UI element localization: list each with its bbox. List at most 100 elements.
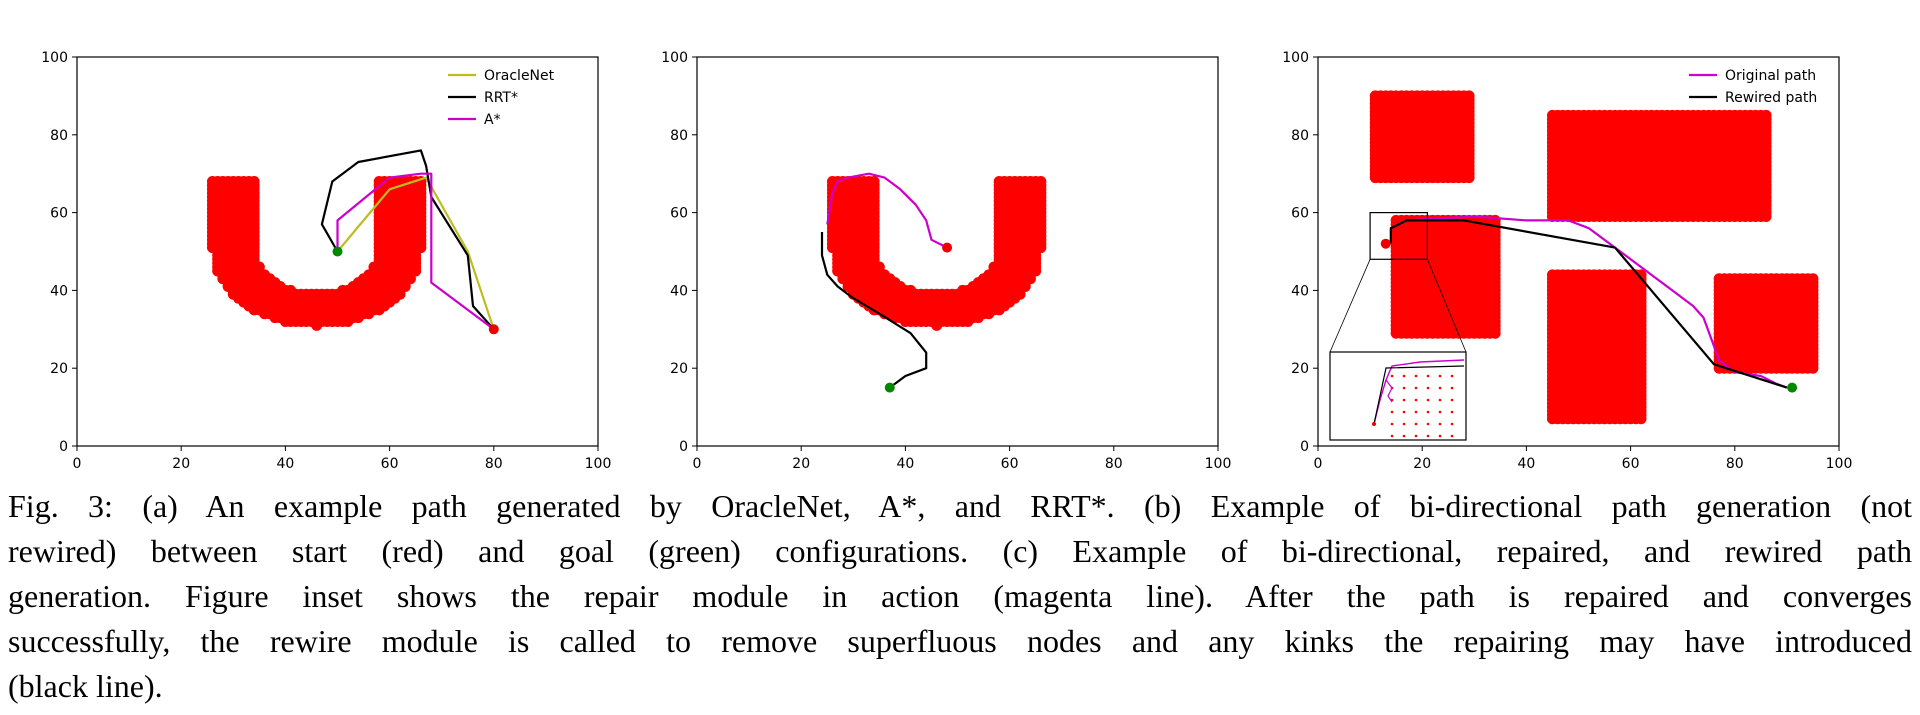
obstacle-u-shape xyxy=(206,175,427,331)
axes-frame xyxy=(696,56,1219,447)
zoom-region xyxy=(1369,212,1429,260)
inset-obstacle-point xyxy=(1450,434,1454,438)
x-tick-label: 80 xyxy=(1105,456,1123,472)
inset-obstacle-point xyxy=(1414,386,1418,390)
caption-line: generation. Figure inset shows the repai… xyxy=(8,578,1912,614)
x-tick-label: 40 xyxy=(276,456,294,472)
series-line xyxy=(320,149,495,331)
inset-obstacle-point xyxy=(1414,374,1418,378)
inset-obstacle-point xyxy=(1414,434,1418,438)
y-tick-label: 80 xyxy=(1291,128,1309,144)
inset-obstacle-point xyxy=(1402,374,1406,378)
y-tick-label: 60 xyxy=(670,206,688,222)
inset-obstacle-point xyxy=(1414,422,1418,426)
x-tick-label: 20 xyxy=(1413,456,1431,472)
inset-obstacle-point xyxy=(1402,422,1406,426)
inset-obstacle-point xyxy=(1450,374,1454,378)
y-tick-label: 0 xyxy=(1300,439,1309,455)
x-tick-label: 0 xyxy=(1314,456,1323,472)
figure-caption: Fig. 3: (a) An example path generated by… xyxy=(8,484,1912,709)
start-marker xyxy=(1380,238,1391,249)
inset-obstacle-point xyxy=(1450,398,1454,402)
caption-line: Fig. 3: (a) An example path generated by… xyxy=(8,488,1912,524)
y-tick-label: 40 xyxy=(1291,283,1309,299)
legend-entry: Rewired path xyxy=(1725,90,1817,106)
inset-obstacle-point xyxy=(1450,386,1454,390)
x-tick-label: 100 xyxy=(1205,456,1232,472)
obstacle-block xyxy=(1713,273,1819,374)
x-tick-label: 40 xyxy=(896,456,914,472)
inset-obstacle-point xyxy=(1402,410,1406,414)
inset-rewired-path xyxy=(1373,365,1465,425)
y-tick-label: 20 xyxy=(670,361,688,377)
inset-obstacle-point xyxy=(1402,386,1406,390)
inset-obstacle-point xyxy=(1426,410,1430,414)
zoom-connector xyxy=(1427,259,1467,353)
y-tick-label: 100 xyxy=(41,50,68,66)
x-tick-label: 0 xyxy=(73,456,82,472)
obstacle-block xyxy=(1390,214,1501,339)
y-tick-label: 100 xyxy=(1282,50,1309,66)
obstacle-point xyxy=(248,175,260,187)
inset-obstacle-point xyxy=(1426,386,1430,390)
inset-obstacle-point xyxy=(1390,434,1394,438)
y-tick-label: 40 xyxy=(670,283,688,299)
inset-obstacle-point xyxy=(1414,410,1418,414)
inset-repair-branch xyxy=(1385,379,1393,403)
goal-marker xyxy=(332,246,343,257)
inset-start-marker xyxy=(1372,422,1376,426)
x-tick-label: 80 xyxy=(1726,456,1744,472)
inset-zoom xyxy=(1329,351,1467,441)
inset-obstacle-point xyxy=(1450,410,1454,414)
y-tick-label: 100 xyxy=(661,50,688,66)
inset-obstacle-point xyxy=(1402,434,1406,438)
caption-line: successfully, the rewire module is calle… xyxy=(8,623,1912,659)
inset-obstacle-point xyxy=(1426,398,1430,402)
inset-obstacle-point xyxy=(1438,422,1442,426)
obstacle-block xyxy=(1546,109,1772,222)
x-tick-label: 60 xyxy=(1622,456,1640,472)
y-tick-label: 20 xyxy=(1291,361,1309,377)
axes-frame xyxy=(76,56,599,447)
obstacle-point xyxy=(1807,273,1819,285)
start-marker xyxy=(942,242,953,253)
series-line xyxy=(820,232,928,389)
x-tick-label: 0 xyxy=(693,456,702,472)
obstacle-point xyxy=(1635,269,1647,281)
inset-obstacle-point xyxy=(1426,434,1430,438)
axes-frame xyxy=(1317,56,1840,447)
goal-marker xyxy=(884,382,895,393)
goal-marker xyxy=(1787,382,1798,393)
inset-obstacle-point xyxy=(1414,398,1418,402)
obstacle-u-shape xyxy=(826,175,1047,331)
series-line xyxy=(336,176,495,330)
y-tick-label: 0 xyxy=(59,439,68,455)
inset-obstacle-point xyxy=(1438,374,1442,378)
inset-obstacle-point xyxy=(1390,422,1394,426)
y-tick-label: 60 xyxy=(1291,206,1309,222)
inset-obstacle-point xyxy=(1438,398,1442,402)
caption-line: (black line). xyxy=(8,668,163,704)
x-tick-label: 80 xyxy=(485,456,503,472)
inset-obstacle-point xyxy=(1450,422,1454,426)
series-line xyxy=(1389,219,1788,389)
obstacle-block xyxy=(1369,90,1475,184)
x-tick-label: 40 xyxy=(1517,456,1535,472)
series-line xyxy=(336,172,495,331)
y-tick-label: 0 xyxy=(679,439,688,455)
legend-entry: A* xyxy=(484,112,501,128)
series-line xyxy=(826,172,948,249)
obstacle-point xyxy=(873,261,885,273)
y-tick-label: 20 xyxy=(50,361,68,377)
inset-obstacle-point xyxy=(1438,434,1442,438)
x-tick-label: 20 xyxy=(172,456,190,472)
x-tick-label: 60 xyxy=(381,456,399,472)
obstacle-point xyxy=(1760,109,1772,121)
y-tick-label: 80 xyxy=(670,128,688,144)
inset-obstacle-point xyxy=(1390,374,1394,378)
obstacle-point xyxy=(1463,90,1475,102)
caption-line: rewired) between start (red) and goal (g… xyxy=(8,533,1912,569)
